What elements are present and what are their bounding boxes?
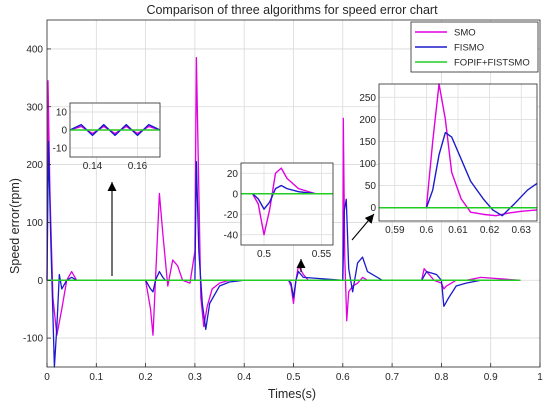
inset-plot: 0.14 0.16 -10 0 10 <box>53 102 161 172</box>
inset-series-line-smo <box>379 83 538 217</box>
inset-x-tick-label: 0.16 <box>128 161 148 172</box>
inset-series-line-fismo <box>379 131 538 217</box>
inset-y-tick-label: 10 <box>56 108 68 119</box>
inset-x-tick-label: 0.55 <box>312 249 332 260</box>
inset-y-tick-label: -10 <box>53 144 68 155</box>
x-tick-label: 0.5 <box>287 372 301 383</box>
x-tick-label: 0.7 <box>385 372 399 383</box>
inset-frame <box>69 102 161 158</box>
inset-y-tick-label: 20 <box>227 169 239 180</box>
inset-series-line-fismo <box>241 184 333 210</box>
inset-y-tick-label: 200 <box>359 115 376 126</box>
x-tick-label: 0.2 <box>139 372 153 383</box>
legend-entry-smo: SMO <box>415 28 476 39</box>
inset-x-tick-label: 0.14 <box>83 161 103 172</box>
inset-series-line-smo <box>241 167 333 236</box>
inset-plot: 0.59 0.6 0.61 0.62 0.63 0 50 100 150 200 250 <box>359 83 538 236</box>
x-tick-label: 0.9 <box>484 372 498 383</box>
y-tick-label: 200 <box>26 160 43 171</box>
y-tick-label: 300 <box>26 102 43 113</box>
zoom-arrow <box>296 259 306 272</box>
inset-y-tick-label: 50 <box>365 181 377 192</box>
x-tick-label: 0 <box>44 372 50 383</box>
chart-title: Comparison of three algorithms for speed… <box>146 3 438 17</box>
inset-y-tick-label: -40 <box>224 230 239 241</box>
series-line-fismo <box>46 140 521 368</box>
legend-entry-fismo: FISMO <box>415 43 484 54</box>
legend-entry-fopif-fistsmo: FOPIF+FISTSMO <box>415 58 530 69</box>
legend-label: SMO <box>454 28 476 39</box>
y-tick-label: 100 <box>26 218 43 229</box>
inset-y-tick-label: 0 <box>61 126 67 137</box>
inset-y-tick-label: 150 <box>359 137 376 148</box>
x-tick-label: 0.3 <box>188 372 202 383</box>
inset-frame <box>378 83 538 222</box>
x-tick-label: 1 <box>537 372 543 383</box>
y-tick-label: -100 <box>23 334 43 345</box>
x-tick-label: 0.4 <box>237 372 251 383</box>
inset-y-tick-label: 100 <box>359 159 376 170</box>
inset-x-tick-label: 0.63 <box>511 225 531 236</box>
zoom-arrow <box>351 213 375 241</box>
zoom-arrow-head <box>364 214 374 224</box>
inset-x-tick-label: 0.61 <box>448 225 468 236</box>
x-tick-label: 0.1 <box>89 372 103 383</box>
inset-plot: 0.5 0.55 -40 -20 0 20 <box>224 162 334 260</box>
inset-x-tick-label: 0.62 <box>480 225 500 236</box>
x-tick-label: 0.8 <box>434 372 448 383</box>
inset-frame <box>240 162 334 246</box>
inset-x-tick-label: 0.5 <box>257 249 271 260</box>
inset-y-tick-label: 250 <box>359 93 376 104</box>
inset-y-tick-label: -20 <box>224 210 239 221</box>
inset-y-tick-label: 0 <box>370 203 376 214</box>
inset-x-tick-label: 0.6 <box>419 225 433 236</box>
legend-label: FOPIF+FISTSMO <box>454 58 530 69</box>
inset-x-tick-label: 0.59 <box>385 225 405 236</box>
plot-frame <box>46 19 541 368</box>
inset-y-tick-label: 0 <box>232 189 238 200</box>
y-tick-label: 400 <box>26 44 43 55</box>
zoom-arrow <box>107 182 117 276</box>
zoom-arrow-head <box>296 259 306 268</box>
inset-background <box>241 163 333 245</box>
y-axis-label: Speed error(rpm) <box>8 178 22 274</box>
y-tick-label: 0 <box>37 276 43 287</box>
x-tick-label: 0.6 <box>336 372 350 383</box>
zoom-arrow-head <box>107 182 117 191</box>
x-axis-label: Times(s) <box>268 387 316 401</box>
legend-label: FISMO <box>454 43 484 54</box>
inset-series-line-fismo <box>69 123 161 137</box>
